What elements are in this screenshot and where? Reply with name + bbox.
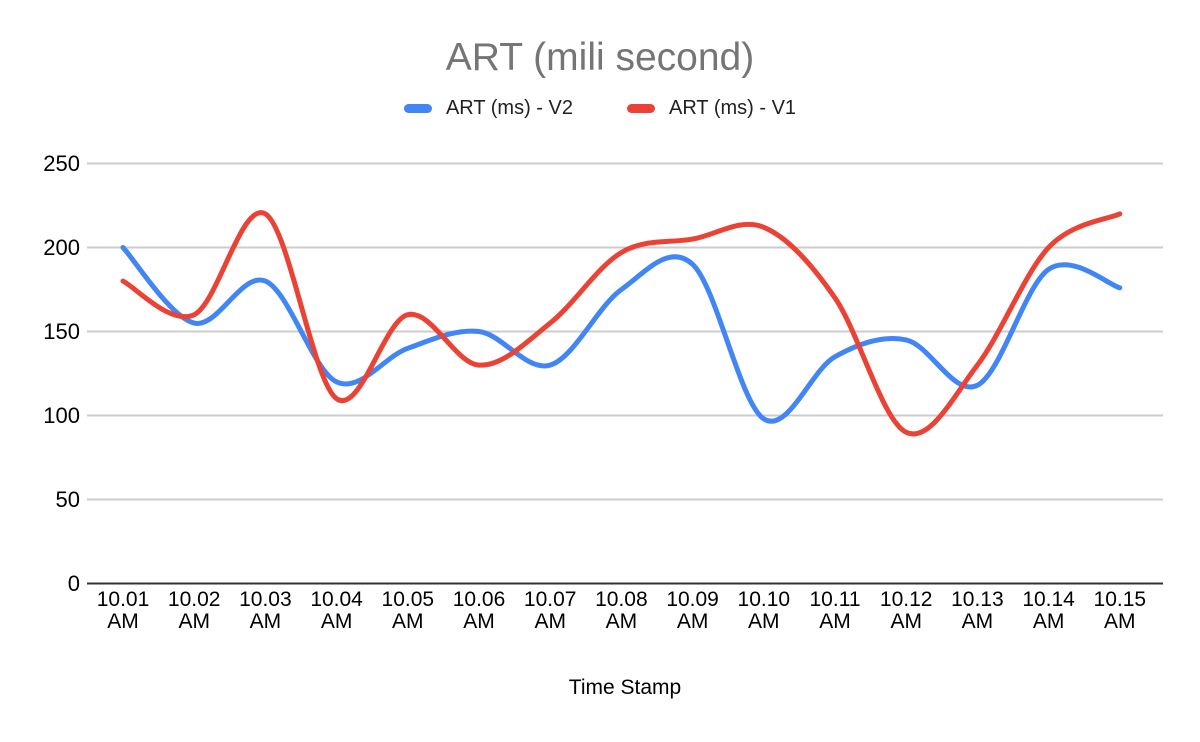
legend-item: ART (ms) - V2 <box>403 96 573 120</box>
y-axis-tick-label: 50 <box>55 486 80 512</box>
x-axis-tick-label: 10.03 AM <box>239 588 292 633</box>
series-line-2 <box>120 210 1123 437</box>
x-axis-tick-label: 10.15 AM <box>1093 588 1147 633</box>
x-axis-title: Time Stamp <box>568 676 682 699</box>
legend-label: ART (ms) - V2 <box>445 96 573 119</box>
legend-item: ART (ms) - V1 <box>627 97 796 120</box>
x-axis-tick-label: 10.11 AM <box>809 588 861 633</box>
y-axis-tick-label: 150 <box>43 318 80 344</box>
x-axis-tick-label: 10.04 AM <box>310 588 363 633</box>
x-axis-tick-label: 10.14 AM <box>1022 588 1075 633</box>
chart-legend: ART (ms) - V2 ART (ms) - V1 <box>0 95 1200 121</box>
x-axis-tick-label: 10.12 AM <box>879 588 933 633</box>
x-axis-tick-label: 10.05 AM <box>381 588 435 633</box>
legend-label: ART (ms) - V1 <box>669 96 797 119</box>
x-axis-tick-label: 10.07 AM <box>523 588 577 633</box>
legend-swatch-icon <box>403 103 432 113</box>
x-axis-tick-label: 10.02 AM <box>167 588 221 633</box>
legend-swatch-icon <box>627 103 655 113</box>
x-axis-tick-label: 10.01 AM <box>96 588 150 633</box>
chart-title: ART (mili second) <box>445 36 755 79</box>
x-axis-tick-label: 10.06 AM <box>452 588 506 633</box>
x-axis-tick-label: 10.08 AM <box>595 588 648 633</box>
x-axis-tick-label: 10.10 AM <box>737 588 791 633</box>
x-axis-tick-label: 10.09 AM <box>666 588 719 633</box>
series-line-1 <box>120 245 1123 424</box>
y-axis-tick-label: 200 <box>43 234 80 260</box>
y-axis-tick-label: 0 <box>67 570 80 596</box>
x-axis-tick-label: 10.13 AM <box>951 588 1004 633</box>
y-axis-tick-label: 100 <box>43 402 80 428</box>
y-axis-tick-label: 250 <box>43 150 80 176</box>
